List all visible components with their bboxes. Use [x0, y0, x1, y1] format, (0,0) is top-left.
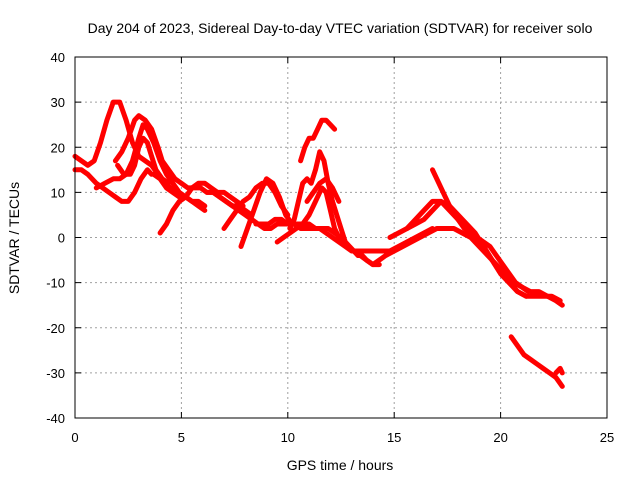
- series-arc-6: [157, 180, 246, 236]
- series-arc-19: [508, 334, 565, 389]
- y-tick-label: 0: [58, 231, 65, 246]
- x-axis-title: GPS time / hours: [287, 457, 394, 473]
- chart-title: Day 204 of 2023, Sidereal Day-to-day VTE…: [88, 20, 593, 36]
- series-arc-7: [151, 171, 208, 209]
- x-tick-label: 5: [178, 430, 185, 445]
- y-tick-label: -40: [46, 411, 65, 426]
- series-arc-8: [204, 189, 255, 218]
- y-tick-label: -10: [46, 276, 65, 291]
- x-tick-label: 0: [71, 430, 78, 445]
- y-tick-labels: -40 -30 -20 -10 0 10 20 30 40: [46, 50, 65, 426]
- y-tick-label: -30: [46, 366, 65, 381]
- series-arc-1: [72, 167, 155, 204]
- y-tick-label: 20: [51, 140, 65, 155]
- series-arc-15: [304, 176, 342, 204]
- x-tick-label: 10: [281, 430, 295, 445]
- series-arc-5: [115, 135, 172, 186]
- series-arc-10: [238, 176, 295, 249]
- y-tick-label: 10: [51, 185, 65, 200]
- x-tick-label: 20: [493, 430, 507, 445]
- y-tick-label: 30: [51, 95, 65, 110]
- series-arc-13: [287, 149, 382, 268]
- x-tick-labels: 0 5 10 15 20 25: [71, 430, 614, 445]
- axis-ticks: [74, 56, 608, 419]
- y-tick-label: 40: [51, 50, 65, 65]
- y-tick-label: -20: [46, 321, 65, 336]
- series-arc-20: [553, 365, 565, 376]
- x-tick-label: 15: [387, 430, 401, 445]
- data-series-group: [72, 99, 565, 389]
- x-tick-label: 25: [600, 430, 614, 445]
- series-arc-14: [298, 117, 338, 164]
- series-arc-12: [274, 185, 565, 308]
- y-axis-title: SDTVAR / TECUs: [6, 182, 22, 294]
- series-arc-18: [404, 198, 529, 299]
